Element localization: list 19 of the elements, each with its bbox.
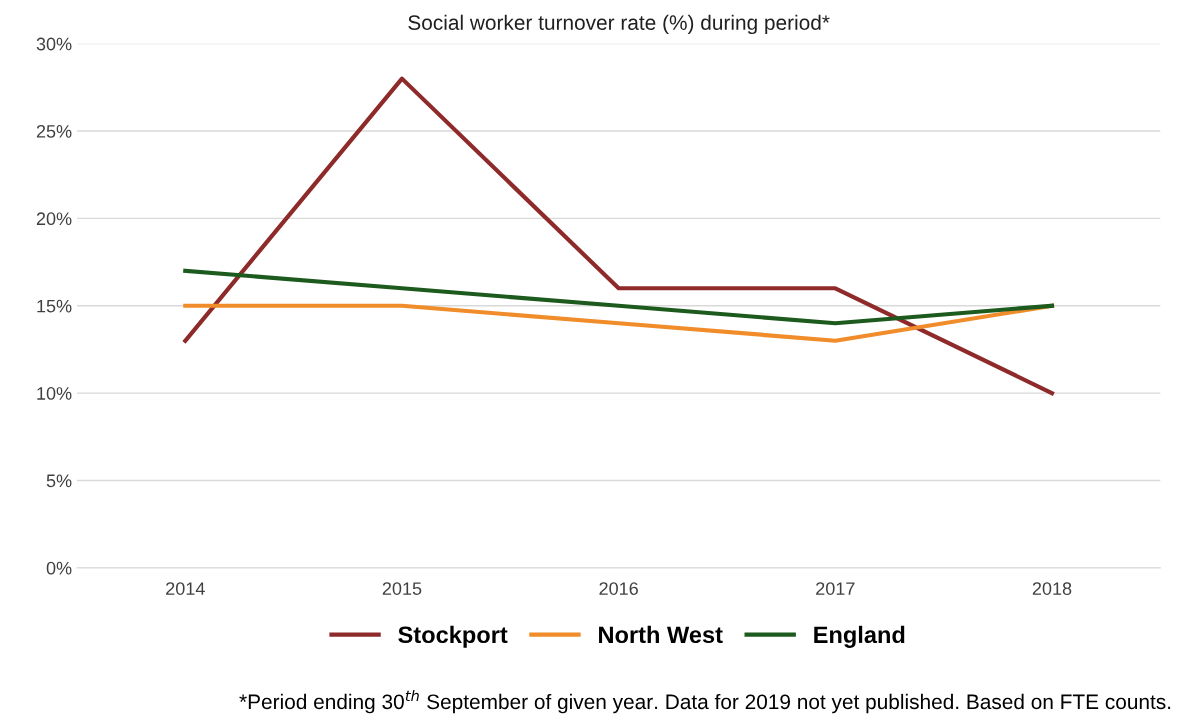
y-tick-label: 20% <box>36 212 72 226</box>
legend-label: North West <box>599 625 723 644</box>
y-tick-label: 25% <box>36 124 72 138</box>
x-tick-label: 2016 <box>599 582 638 595</box>
legend-label: England <box>814 625 905 648</box>
y-tick-label: 0% <box>46 561 72 575</box>
line-series <box>183 76 1055 396</box>
chart-title: Social worker turnover rate (%) during period* <box>408 14 830 35</box>
x-tick-label: 2014 <box>166 582 205 595</box>
x-tick-label: 2015 <box>382 582 422 595</box>
x-tick-label: 2017 <box>816 582 855 595</box>
legend-label: Stockport <box>398 625 508 648</box>
text: *Period ending 30$^{th}$ September of given year. Data for 2019 not yet published. Based on FTE counts. <box>239 689 1171 714</box>
x-tick-label: 2018 <box>1032 582 1072 595</box>
y-tick-label: 15% <box>37 299 72 313</box>
y-tick-label: 30% <box>36 37 72 51</box>
line-series <box>183 268 1055 326</box>
y-tick-label: 10% <box>37 387 72 400</box>
y-tick-label: 5% <box>46 474 72 488</box>
